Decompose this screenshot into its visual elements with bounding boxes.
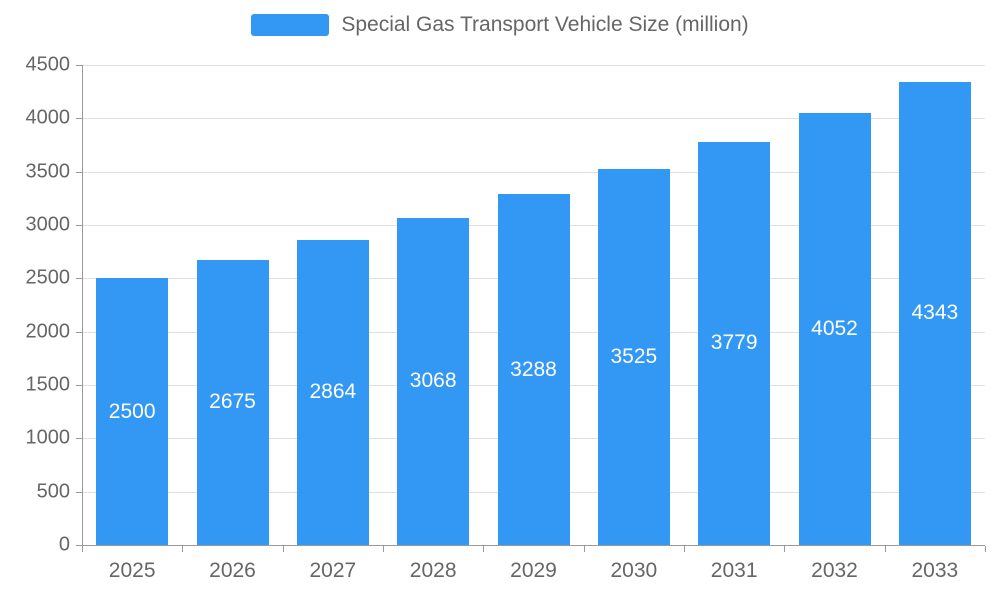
y-axis-tick xyxy=(76,225,82,226)
y-tick-label: 2500 xyxy=(25,266,71,289)
bar-value-label: 4052 xyxy=(811,316,858,340)
y-axis-tick xyxy=(76,278,82,280)
y-axis-tick xyxy=(76,491,82,493)
y-tick-label: 500 xyxy=(36,480,70,503)
y-grid-line xyxy=(82,171,985,173)
legend-label[interactable]: Special Gas Transport Vehicle Size (mill… xyxy=(341,13,749,36)
x-axis-tick xyxy=(82,546,83,552)
x-tick-label: 2031 xyxy=(710,559,758,582)
y-axis-tick xyxy=(76,171,82,173)
bar[interactable] xyxy=(698,141,771,545)
chart-legend[interactable]: Special Gas Transport Vehicle Size (mill… xyxy=(0,14,1000,36)
bar[interactable] xyxy=(96,278,169,545)
bar[interactable] xyxy=(497,194,570,545)
x-tick-label: 2029 xyxy=(510,559,557,582)
x-tick-label: 2025 xyxy=(108,559,156,582)
y-tick-label: 1500 xyxy=(25,373,71,396)
bar-value-label: 3068 xyxy=(409,369,457,393)
y-axis-line xyxy=(82,65,83,545)
x-tick-label: 2033 xyxy=(911,559,959,582)
bar[interactable] xyxy=(798,112,871,545)
bar[interactable] xyxy=(397,217,470,545)
x-axis-line xyxy=(82,545,985,546)
bar-value-label: 4343 xyxy=(911,301,959,325)
y-grid-line xyxy=(82,65,985,66)
x-tick-label: 2030 xyxy=(610,559,658,582)
y-axis-tick xyxy=(76,65,82,66)
y-axis-tick xyxy=(76,118,82,120)
bar[interactable] xyxy=(296,239,369,545)
bar-value-label: 2864 xyxy=(309,380,357,404)
y-axis-tick xyxy=(76,331,82,333)
y-tick-label: 0 xyxy=(58,533,70,556)
x-axis-tick xyxy=(383,546,384,552)
bar-value-label: 2675 xyxy=(209,390,256,414)
y-tick-label: 4500 xyxy=(25,53,71,76)
bar-value-label: 3288 xyxy=(510,357,557,381)
x-tick-label: 2032 xyxy=(811,559,858,582)
x-tick-label: 2026 xyxy=(209,559,256,582)
y-axis-tick xyxy=(76,385,82,386)
x-axis-tick xyxy=(583,546,585,552)
y-grid-line xyxy=(82,118,985,120)
x-tick-label: 2027 xyxy=(309,559,357,582)
x-axis-tick xyxy=(684,546,685,552)
y-tick-label: 1000 xyxy=(25,426,71,449)
x-axis-tick xyxy=(182,546,184,552)
bar[interactable] xyxy=(597,169,670,545)
y-tick-label: 3500 xyxy=(25,160,71,183)
y-tick-label: 2000 xyxy=(25,320,71,343)
y-axis-tick xyxy=(76,545,82,546)
x-axis-tick xyxy=(884,546,886,552)
bar[interactable] xyxy=(898,81,971,545)
bar[interactable] xyxy=(196,259,269,545)
x-axis-tick xyxy=(282,546,284,552)
bar-value-label: 3525 xyxy=(610,345,658,368)
x-axis-tick xyxy=(483,546,485,552)
y-tick-label: 4000 xyxy=(25,106,71,129)
y-axis-tick xyxy=(76,438,82,440)
bar-value-label: 2500 xyxy=(108,399,156,423)
bar-value-label: 3779 xyxy=(710,331,758,355)
x-axis-tick xyxy=(784,546,786,552)
y-tick-label: 3000 xyxy=(25,213,71,236)
x-axis-tick xyxy=(985,546,986,552)
x-tick-label: 2028 xyxy=(409,559,457,582)
legend-swatch[interactable] xyxy=(251,14,330,36)
